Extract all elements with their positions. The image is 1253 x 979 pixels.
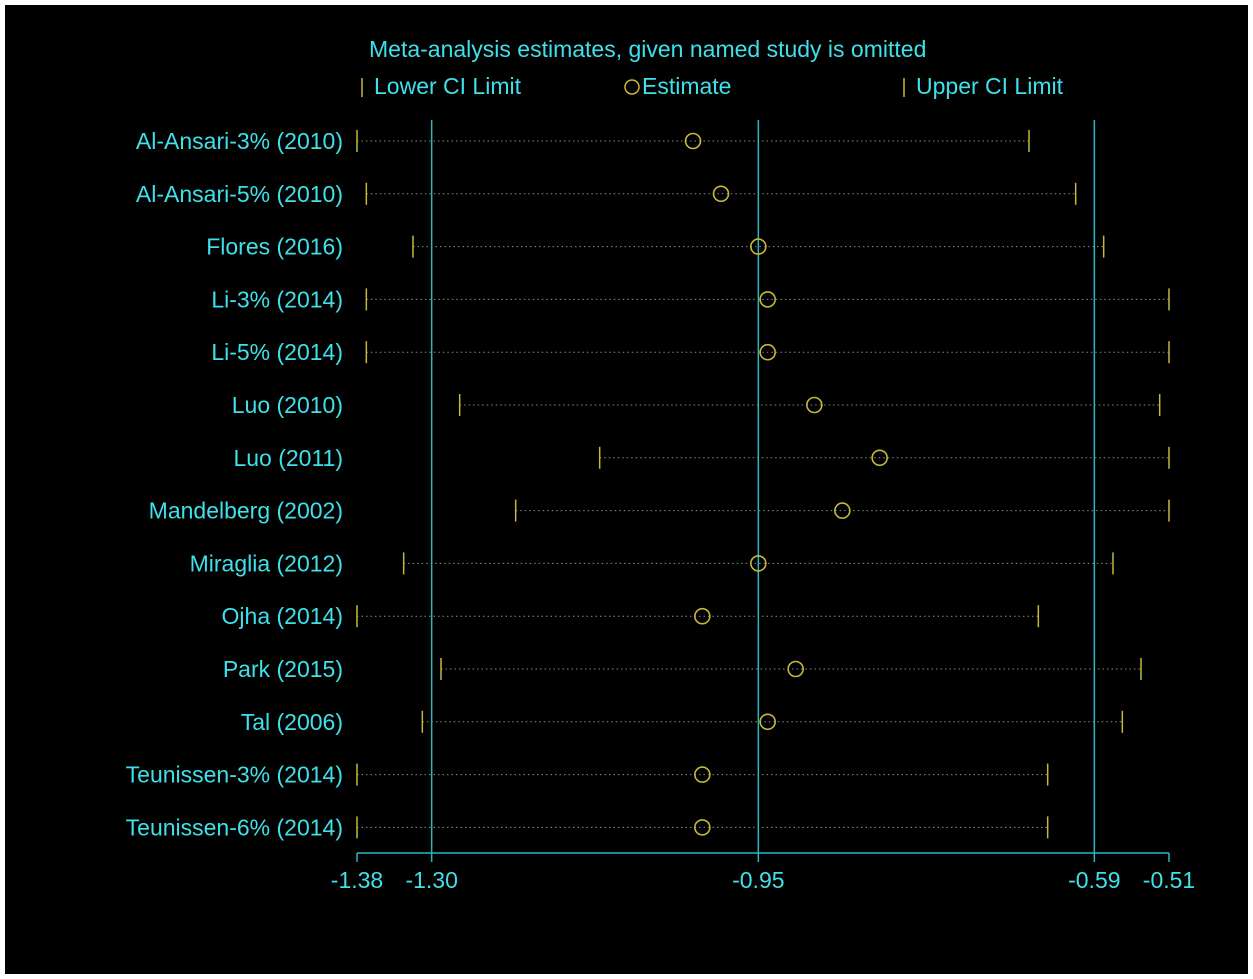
study-row: Al-Ansari-5% (2010): [136, 181, 1077, 207]
estimate-marker: [759, 291, 776, 308]
study-label: Al-Ansari-3% (2010): [136, 128, 343, 154]
estimate-marker: [694, 607, 711, 625]
x-tick-label: -0.59: [1068, 867, 1120, 893]
estimate-marker: [787, 660, 804, 678]
study-row: Teunissen-3% (2014): [126, 762, 1049, 788]
estimate-marker: [684, 132, 702, 150]
study-label: Ojha (2014): [222, 603, 343, 629]
study-row: Park (2015): [223, 656, 1142, 682]
estimate-marker: [871, 449, 888, 467]
x-tick-label: -1.30: [405, 867, 457, 893]
study-row: Li-5% (2014): [211, 339, 1170, 365]
legend-estimate-marker: [624, 79, 640, 95]
estimate-marker: [712, 185, 730, 203]
study-row: Mandelberg (2002): [149, 498, 1170, 524]
study-row: Flores (2016): [206, 234, 1105, 260]
study-label: Tal (2006): [241, 709, 343, 735]
study-row: Teunissen-6% (2014): [126, 814, 1049, 840]
study-label: Teunissen-3% (2014): [126, 762, 343, 788]
legend-lower-label: Lower CI Limit: [374, 73, 522, 99]
study-rows: Al-Ansari-3% (2010) Al-Ansari-5% (2010) Fl…: [126, 128, 1170, 840]
x-axis: -1.38 -1.30 -0.95 -0.59 -0.51: [331, 852, 1195, 893]
estimate-marker: [694, 766, 711, 783]
study-row: Ojha (2014): [222, 603, 1040, 629]
study-label: Flores (2016): [206, 234, 343, 260]
reference-lines: [430, 120, 1096, 853]
study-label: Park (2015): [223, 656, 343, 682]
study-row: Tal (2006): [241, 709, 1124, 735]
x-tick-label: -1.38: [331, 867, 383, 893]
legend-estimate-label: Estimate: [642, 73, 731, 99]
study-label: Luo (2011): [233, 445, 343, 471]
study-label: Luo (2010): [232, 392, 343, 418]
study-label: Teunissen-6% (2014): [126, 814, 343, 840]
estimate-marker: [694, 819, 711, 836]
legend-upper-label: Upper CI Limit: [916, 73, 1064, 99]
estimate-marker: [759, 713, 776, 731]
estimate-marker: [834, 502, 851, 519]
estimate-marker: [806, 396, 823, 414]
x-tick-label: -0.51: [1143, 867, 1195, 893]
study-label: Li-5% (2014): [211, 339, 343, 365]
study-label: Al-Ansari-5% (2010): [136, 181, 343, 207]
study-row: Luo (2010): [232, 392, 1161, 418]
study-label: Mandelberg (2002): [149, 498, 343, 524]
study-row: Miraglia (2012): [190, 550, 1114, 576]
study-row: Al-Ansari-3% (2010): [136, 128, 1030, 154]
chart-background: [5, 5, 1248, 974]
study-label: Miraglia (2012): [190, 550, 343, 576]
estimate-marker: [759, 343, 776, 361]
study-label: Li-3% (2014): [211, 286, 343, 312]
legend: Lower CI Limit Estimate Upper CI Limit: [361, 73, 1064, 99]
study-row: Li-3% (2014): [211, 286, 1170, 312]
chart-title: Meta-analysis estimates, given named stu…: [369, 36, 926, 62]
chart-canvas: Meta-analysis estimates, given named stu…: [5, 5, 1248, 974]
x-tick-label: -0.95: [732, 867, 784, 893]
forest-plot: Meta-analysis estimates, given named stu…: [5, 5, 1248, 974]
study-row: Luo (2011): [233, 445, 1170, 471]
estimate-marker: [750, 555, 767, 572]
estimate-marker: [750, 238, 767, 255]
